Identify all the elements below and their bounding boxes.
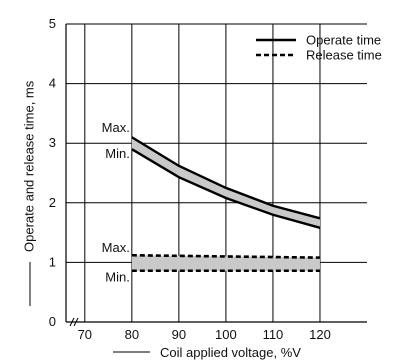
- annotation-label: Max.: [102, 240, 130, 255]
- x-axis-label-group: Coil applied voltage, %V: [113, 345, 301, 360]
- tick-labels: 70 80 90 100 110 120 0 1 2 3 4 5: [49, 16, 331, 342]
- annotation-label: Max.: [102, 120, 130, 135]
- x-tick-label: 80: [125, 327, 139, 342]
- y-tick-label: 2: [49, 195, 56, 210]
- plot-frame: [65, 24, 367, 327]
- legend-label: Operate time: [306, 33, 381, 48]
- x-tick-label: 120: [309, 327, 331, 342]
- operate-time-band: [131, 137, 320, 228]
- series-layer: [131, 136, 321, 273]
- y-axis-label: Operate and release time, ms: [21, 80, 36, 252]
- operate-time-max-line: [131, 136, 321, 220]
- axis-break-marker: [69, 317, 79, 327]
- release-time-max-line: [131, 253, 320, 259]
- annotation-label: Min.: [105, 146, 130, 161]
- legend-label: Release time: [306, 48, 382, 63]
- y-tick-label: 1: [49, 254, 56, 269]
- x-tick-label: 70: [78, 327, 92, 342]
- band-layer: [131, 137, 320, 271]
- y-axis-label-group: Operate and release time, ms: [21, 80, 36, 306]
- x-tick-label: 100: [215, 327, 237, 342]
- grid-layer: [66, 23, 367, 323]
- y-tick-label: 4: [49, 76, 56, 91]
- y-tick-label: 3: [49, 135, 56, 150]
- annotation-layer: Max. Min. Max. Min.: [102, 120, 130, 285]
- x-axis-label: Coil applied voltage, %V: [160, 345, 301, 360]
- y-tick-label: 5: [49, 16, 56, 31]
- operate-time-min-line: [131, 148, 321, 229]
- annotation-label: Min.: [105, 270, 130, 285]
- x-tick-label: 110: [263, 327, 284, 342]
- x-tick-label: 90: [172, 327, 186, 342]
- y-tick-label: 0: [49, 314, 56, 329]
- release-time-band: [131, 255, 320, 271]
